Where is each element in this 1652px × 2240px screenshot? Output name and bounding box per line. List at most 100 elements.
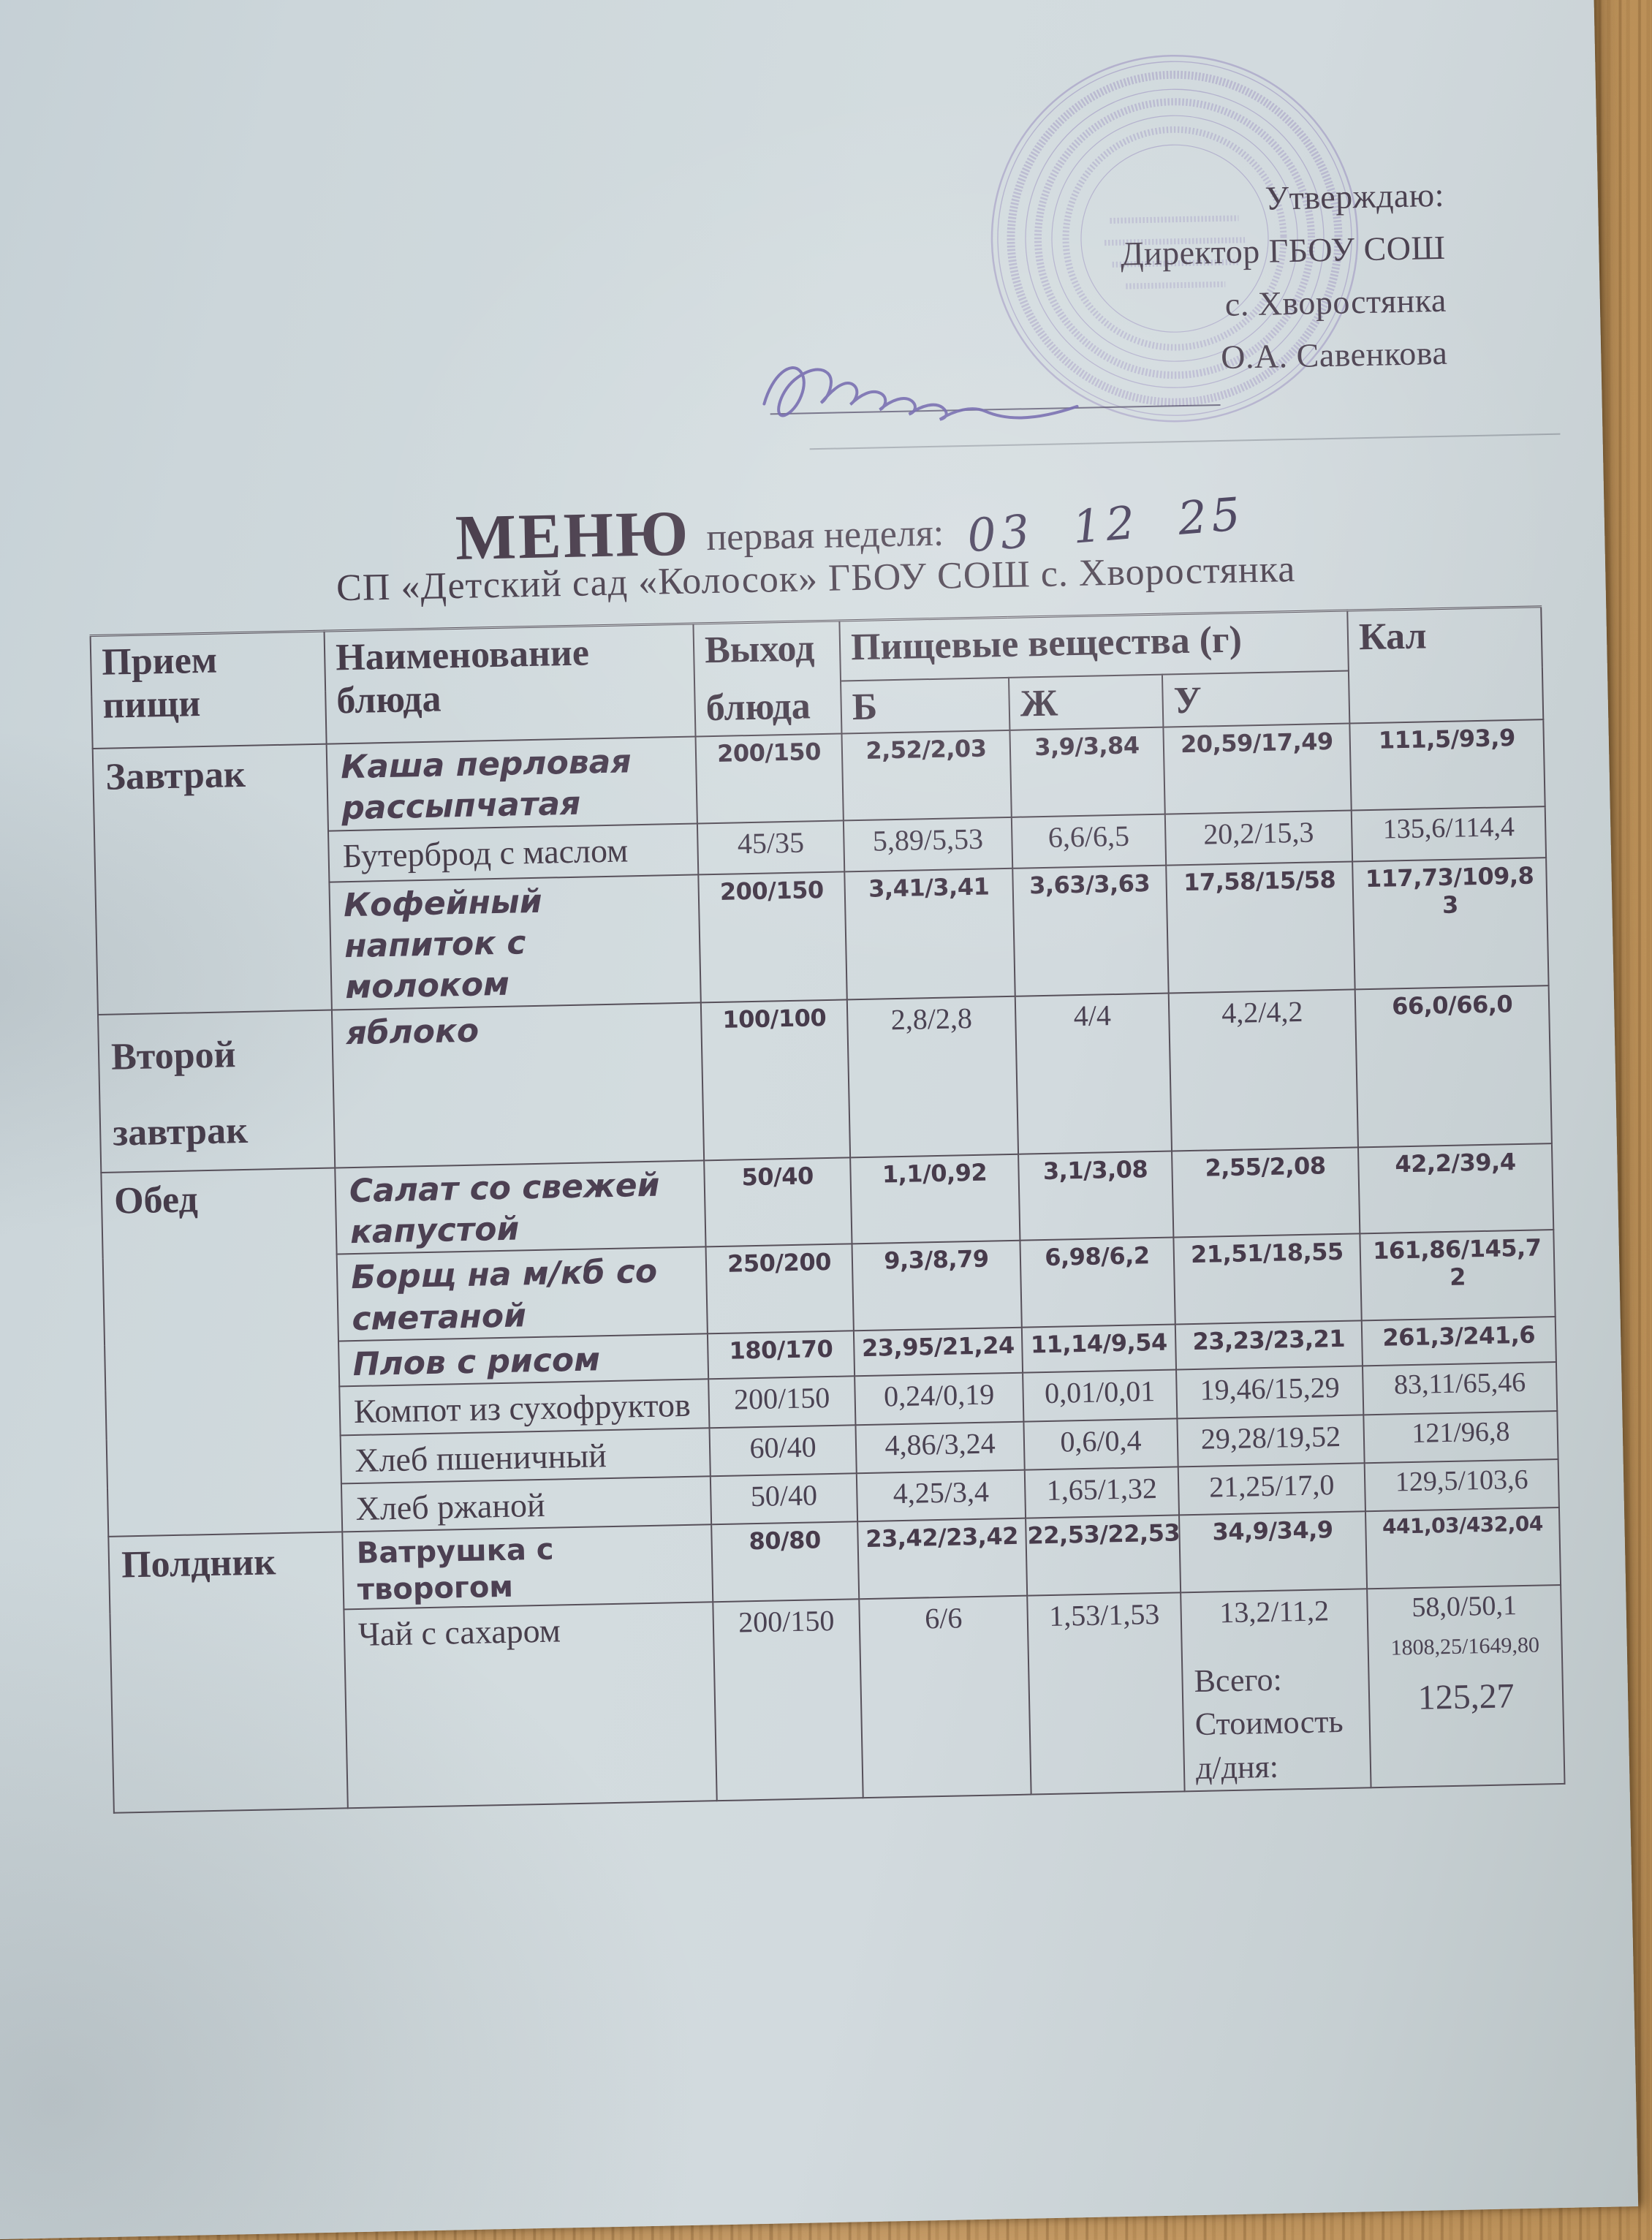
output-cell-value: 200/150 (716, 738, 822, 768)
kcal-cell-value: 135,6/114,4 (1382, 811, 1515, 845)
carb-cell: 4,2/4,2 (1168, 989, 1359, 1151)
fat-cell: 1,53/1,53 (1027, 1592, 1185, 1795)
carb-cell-value: 34,9/34,9 (1212, 1515, 1333, 1546)
kcal-cell-value: 111,5/93,9 (1378, 723, 1516, 754)
fat-cell: 0,01/0,01 (1023, 1369, 1178, 1422)
carb-cell-value: 23,23/23,21 (1192, 1324, 1346, 1355)
kcal-cell: 135,6/114,4 (1351, 806, 1547, 862)
kcal-cell-value: 42,2/39,4 (1395, 1147, 1516, 1178)
table-body: Завтрак Каша перловая рассыпчатая 200/150 2… (92, 719, 1565, 1813)
meal-cell-value: Полдник (121, 1540, 276, 1586)
output-cell-value: 60/40 (749, 1430, 817, 1465)
fat-cell: 3,63/3,63 (1012, 865, 1169, 996)
round-stamp-icon (990, 54, 1359, 423)
kcal-cell: 42,2/39,4 (1358, 1143, 1554, 1234)
kcal-cell: 129,5/103,6 (1364, 1458, 1559, 1512)
kcal-cell: 261,3/241,6 (1361, 1316, 1556, 1366)
meal-cell-value: Второй завтрак (110, 1033, 249, 1154)
dish-cell: Бутерброд с маслом (328, 823, 699, 882)
output-cell-value: 250/200 (727, 1248, 832, 1278)
header-carb: У (1162, 670, 1350, 727)
output-cell: 50/40 (710, 1473, 858, 1524)
fat-cell: 3,1/3,08 (1018, 1151, 1174, 1241)
output-cell-value: 180/170 (729, 1334, 833, 1365)
output-cell-value: 100/100 (722, 1003, 827, 1034)
carb-cell-value: 2,55/2,08 (1205, 1151, 1326, 1182)
meal-cell: Второй завтрак (97, 1010, 336, 1173)
dish-cell: Ватрушка с творогом (342, 1524, 713, 1610)
meal-cell: Завтрак (92, 743, 332, 1015)
kcal-cell: 66,0/66,0 (1354, 985, 1552, 1147)
header-output: Выход блюда (693, 621, 842, 737)
meal-cell: Обед (101, 1168, 343, 1537)
carb-cell-value: 19,46/15,29 (1200, 1371, 1341, 1407)
protein-cell-value: 1,1/0,92 (882, 1158, 988, 1189)
output-cell: 180/170 (707, 1331, 855, 1380)
header-output-line1: Выход (704, 627, 815, 672)
output-cell-value: 80/80 (749, 1525, 822, 1555)
kcal-cell: 161,86/145,72 (1360, 1230, 1556, 1321)
header-kcal: Кал (1347, 606, 1544, 724)
kcal-cell: 111,5/93,9 (1349, 719, 1545, 811)
carb-cell-value: 4,2/4,2 (1221, 994, 1303, 1029)
kcal-cell-value: 83,11/65,46 (1393, 1367, 1526, 1401)
dish-cell-value: Салат со свежей капустой (349, 1166, 660, 1251)
fat-cell-value: 6,6/6,5 (1047, 819, 1130, 854)
carb-cell: 21,51/18,55 (1173, 1233, 1362, 1325)
dish-cell: Борщ на м/кб со сметаной (336, 1246, 708, 1342)
dish-cell-value: Борщ на м/кб со сметаной (350, 1252, 658, 1338)
kcal-cell-value: 129,5/103,6 (1395, 1464, 1528, 1498)
approval-line-3: с. Хворостянка (1224, 281, 1447, 323)
dish-cell: Салат со свежей капустой (335, 1159, 706, 1255)
total-kcal-value: 1808,25/1649,80 (1390, 1632, 1540, 1660)
totals-labels: Всего: Стоимость д/дня: (1194, 1661, 1344, 1786)
dish-cell: Компот из сухофруктов (339, 1379, 710, 1436)
header-output-line2: блюда (705, 685, 811, 730)
output-cell: 200/150 (713, 1598, 863, 1801)
kcal-cell-value: 66,0/66,0 (1391, 989, 1513, 1021)
fat-cell: 11,14/9,54 (1021, 1324, 1177, 1373)
kcal-cell: 441,03/432,04 (1365, 1507, 1561, 1589)
document-content: Утверждаю: Директор ГБОУ СОШ с. Хворостя… (89, 54, 1566, 1814)
dish-cell: Чай с сахаром (344, 1601, 717, 1809)
protein-cell: 4,25/3,4 (856, 1469, 1026, 1521)
fat-cell-value: 22,53/22,53 (1027, 1518, 1181, 1550)
output-cell: 100/100 (700, 999, 851, 1160)
carb-cell-value: 20,2/15,3 (1202, 815, 1314, 851)
dish-cell: Плов с рисом (338, 1333, 709, 1387)
fat-cell-value: 3,63/3,63 (1028, 869, 1151, 899)
protein-cell-value: 2,8/2,8 (890, 1001, 973, 1036)
protein-cell-value: 3,41/3,41 (868, 872, 990, 903)
fat-cell-value: 0,01/0,01 (1044, 1374, 1156, 1410)
carb-cell-value: 13,2/11,2 (1219, 1594, 1330, 1630)
output-cell: 200/150 (698, 871, 847, 1002)
output-cell: 200/150 (708, 1376, 856, 1429)
dish-cell-value: яблоко (346, 1012, 480, 1052)
meal-cell: Полдник (108, 1532, 348, 1813)
carb-cell: 21,25/17,0 (1178, 1463, 1366, 1516)
carb-cell: 20,59/17,49 (1163, 723, 1352, 814)
kcal-cell-value: 261,3/241,6 (1382, 1320, 1536, 1352)
cost-per-day-value: 125,27 (1417, 1676, 1515, 1717)
carb-cell: 2,55/2,08 (1172, 1146, 1360, 1238)
header-protein: Б (841, 677, 1010, 734)
protein-cell: 5,89/5,53 (843, 817, 1013, 872)
dish-cell: яблоко (331, 1002, 705, 1168)
carb-cell-value: 21,25/17,0 (1208, 1468, 1335, 1504)
protein-cell: 9,3/8,79 (852, 1240, 1022, 1331)
protein-cell: 23,42/23,42 (857, 1518, 1028, 1599)
output-cell-value: 50/40 (741, 1161, 814, 1191)
output-cell: 250/200 (705, 1244, 854, 1334)
output-cell-value: 200/150 (719, 875, 825, 906)
dish-cell-value: Кофейный напиток с молоком (343, 882, 543, 1007)
header-meal: Прием пищи (90, 631, 327, 749)
output-cell-value: 200/150 (738, 1603, 835, 1639)
fat-cell: 6,98/6,2 (1020, 1237, 1175, 1328)
output-cell-value: 45/35 (737, 825, 805, 860)
fat-cell-value: 6,98/6,2 (1044, 1241, 1150, 1272)
output-cell-value: 200/150 (733, 1381, 830, 1416)
fat-cell: 3,9/3,84 (1009, 727, 1165, 817)
protein-cell: 3,41/3,41 (844, 868, 1015, 999)
protein-cell-value: 5,89/5,53 (872, 822, 984, 858)
